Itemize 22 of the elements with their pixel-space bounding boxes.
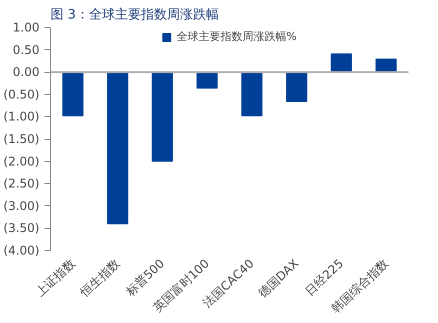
bar [330, 53, 352, 73]
bar [196, 72, 218, 89]
bar [152, 72, 173, 162]
x-tick-label: 恒生指数 [77, 256, 122, 300]
y-tick-label: (1.50) [3, 132, 40, 146]
y-tick-label: 0.00 [12, 65, 40, 80]
x-tick-label: 上证指数 [32, 256, 78, 300]
chart-title: 图 3：全球主要指数周涨跌幅 [50, 6, 219, 22]
y-tick-label: (2.00) [3, 154, 40, 168]
y-tick-label: (1.00) [3, 110, 40, 124]
y-tick-label: (3.50) [3, 221, 40, 236]
y-tick-label: (3.00) [3, 198, 40, 213]
bar [241, 72, 262, 116]
bar [107, 72, 128, 224]
bar [286, 72, 308, 102]
y-tick-label: 1.00 [12, 20, 40, 34]
y-tick-label: (2.50) [3, 176, 40, 191]
legend-label: 全球主要指数周涨跌幅% [176, 29, 297, 44]
y-tick-label: (4.00) [3, 244, 40, 258]
bar [62, 72, 84, 116]
y-tick-label: 0.50 [12, 42, 40, 57]
y-tick-label: (0.50) [3, 87, 40, 102]
